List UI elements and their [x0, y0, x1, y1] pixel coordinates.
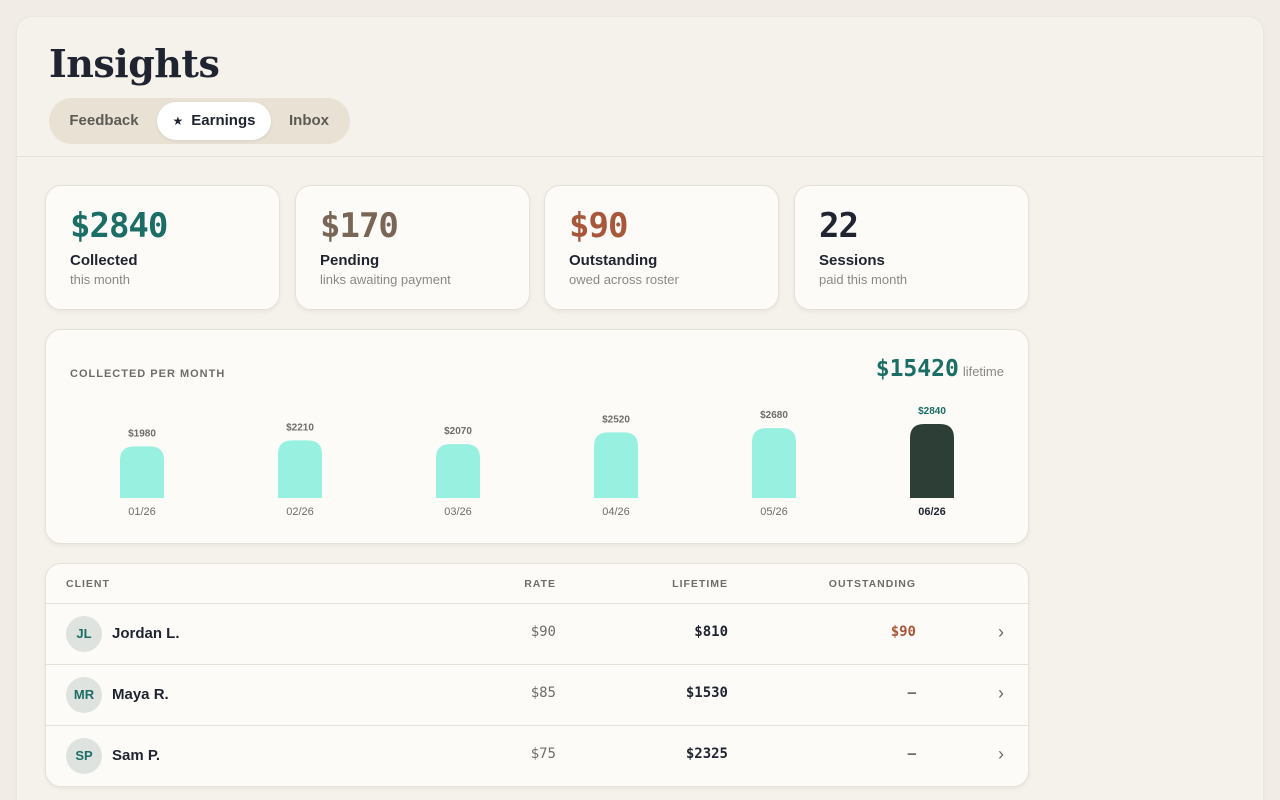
lifetime-label: lifetime [962, 364, 1004, 379]
tab-earnings[interactable]: ★ Earnings [157, 102, 271, 140]
x-tick-label: 05/26 [760, 506, 788, 518]
tab-feedback-label: Feedback [69, 112, 139, 129]
column-header-outstanding: OUTSTANDING [828, 578, 916, 590]
table-row[interactable]: JL Jordan L. $90 $810 $90 › [46, 604, 1028, 665]
stat-label: Pending [320, 252, 380, 269]
client-name: Maya R. [112, 686, 169, 703]
tab-feedback[interactable]: Feedback [53, 102, 155, 140]
chevron-right-icon[interactable]: › [998, 683, 1004, 703]
client-name: Jordan L. [112, 625, 180, 642]
stat-value: 22 [819, 206, 859, 246]
tab-earnings-label: Earnings [191, 112, 256, 129]
client-outstanding: – [907, 746, 916, 762]
tab-inbox[interactable]: Inbox [273, 102, 345, 140]
stat-sublabel: paid this month [819, 272, 908, 287]
x-tick-label: 03/26 [444, 506, 472, 518]
bar-value-label: $2680 [760, 410, 788, 421]
bar-value-label: $2520 [602, 414, 630, 425]
insights-panel: Insights Feedback ★ Earnings Inbox $2840 … [17, 17, 1263, 800]
x-tick-label: 04/26 [602, 506, 630, 518]
monthly-bar-chart: $1980 01/26 $2210 02/26 $2070 03/26 $2520 04/26… [120, 406, 954, 518]
bar-value-label: $2840 [918, 406, 946, 417]
chart-bar [910, 424, 954, 498]
client-name: Sam P. [112, 747, 161, 764]
stat-value: $2840 [70, 206, 168, 246]
stat-label: Sessions [819, 252, 885, 269]
stat-card-pending: $170 Pending links awaiting payment [295, 185, 530, 310]
client-outstanding: – [907, 685, 916, 701]
stat-sublabel: this month [70, 272, 130, 287]
tab-inbox-label: Inbox [289, 112, 329, 129]
stat-card-collected: $2840 Collected this month [45, 185, 280, 310]
client-lifetime: $810 [694, 624, 728, 640]
avatar: MR [66, 677, 102, 713]
table-header: CLIENT RATE LIFETIME OUTSTANDING [46, 564, 1028, 604]
x-tick-label: 01/26 [128, 506, 156, 518]
chart-bar [594, 432, 638, 498]
column-header-rate: RATE [524, 578, 556, 590]
tab-bar: Feedback ★ Earnings Inbox [49, 98, 350, 144]
stat-value: $170 [320, 206, 399, 246]
client-outstanding: $90 [890, 624, 916, 640]
chevron-right-icon[interactable]: › [998, 744, 1004, 764]
x-tick-label: 02/26 [286, 506, 314, 518]
chart-bar [752, 428, 796, 498]
chart-bar [120, 446, 164, 498]
client-rate: $75 [530, 746, 556, 762]
avatar: JL [66, 616, 102, 652]
stat-card-sessions: 22 Sessions paid this month [794, 185, 1029, 310]
x-tick-label: 06/26 [918, 506, 946, 518]
column-header-lifetime: LIFETIME [672, 578, 728, 590]
bar-value-label: $2210 [286, 422, 314, 433]
stat-value: $90 [569, 206, 628, 246]
chart-heading: COLLECTED PER MONTH [70, 368, 226, 380]
table-row[interactable]: MR Maya R. $85 $1530 – › [46, 665, 1028, 726]
chart-bar [278, 440, 322, 498]
lifetime-amount: $15420 [875, 356, 959, 382]
bar-value-label: $1980 [128, 428, 156, 439]
stat-label: Collected [70, 252, 138, 269]
column-header-client: CLIENT [66, 578, 110, 590]
bar-value-label: $2070 [444, 426, 472, 437]
clients-table: CLIENT RATE LIFETIME OUTSTANDING JL Jord… [45, 563, 1029, 787]
star-icon: ★ [172, 114, 184, 128]
chart-bar [436, 444, 480, 498]
earnings-chart-card: COLLECTED PER MONTH $15420 lifetime $1980… [45, 329, 1029, 544]
lifetime-total: $15420 lifetime [876, 356, 1004, 382]
stat-label: Outstanding [569, 252, 658, 269]
chevron-right-icon[interactable]: › [998, 622, 1004, 642]
client-rate: $85 [530, 685, 556, 701]
stat-sublabel: links awaiting payment [320, 272, 451, 287]
client-rate: $90 [530, 624, 556, 640]
client-lifetime: $2325 [685, 746, 728, 762]
avatar: SP [66, 738, 102, 774]
page-title: Insights [49, 41, 220, 86]
table-row[interactable]: SP Sam P. $75 $2325 – › [46, 726, 1028, 786]
stat-sublabel: owed across roster [569, 272, 679, 287]
client-lifetime: $1530 [685, 685, 728, 701]
stat-card-outstanding: $90 Outstanding owed across roster [544, 185, 779, 310]
page-header: Insights Feedback ★ Earnings Inbox [17, 17, 1263, 157]
